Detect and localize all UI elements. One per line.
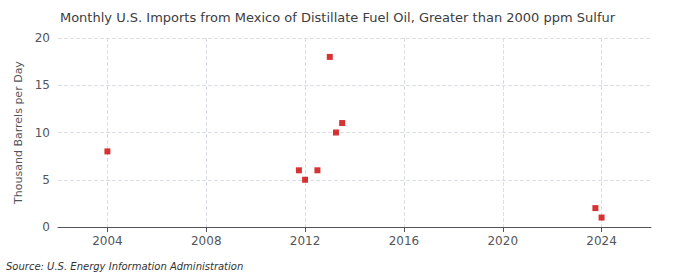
svg-text:0: 0 xyxy=(42,220,50,234)
svg-text:10: 10 xyxy=(35,126,50,140)
svg-text:20: 20 xyxy=(35,31,50,45)
svg-text:15: 15 xyxy=(35,78,50,92)
svg-text:2016: 2016 xyxy=(389,234,420,248)
svg-text:Source: U.S. Energy Informatio: Source: U.S. Energy Information Administ… xyxy=(6,261,243,272)
svg-text:2008: 2008 xyxy=(191,234,222,248)
svg-text:2020: 2020 xyxy=(487,234,518,248)
svg-text:Thousand Barrels per Day: Thousand Barrels per Day xyxy=(12,61,25,205)
svg-text:2004: 2004 xyxy=(92,234,123,248)
svg-text:2024: 2024 xyxy=(586,234,617,248)
svg-text:Monthly U.S. Imports from Mexi: Monthly U.S. Imports from Mexico of Dist… xyxy=(60,10,616,25)
svg-text:2012: 2012 xyxy=(290,234,321,248)
svg-text:5: 5 xyxy=(42,173,50,187)
